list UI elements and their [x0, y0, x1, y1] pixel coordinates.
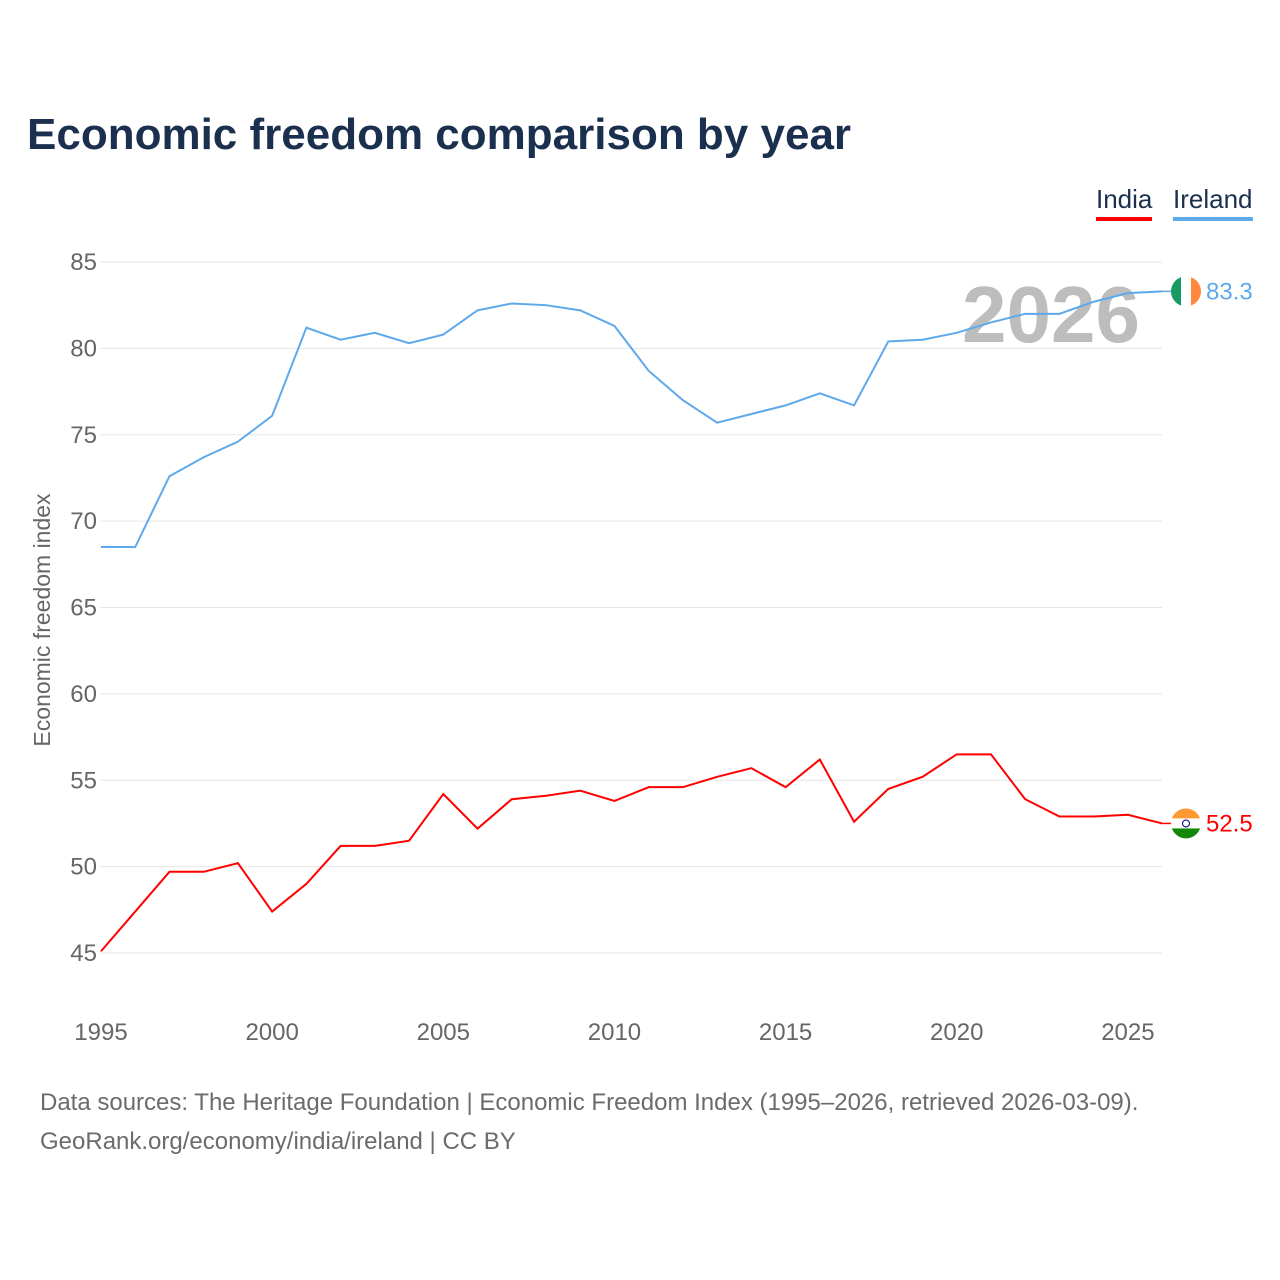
y-tick-label: 70: [70, 508, 97, 535]
legend-ireland[interactable]: Ireland: [1173, 184, 1253, 221]
end-value-label-ireland: 83.3: [1206, 278, 1253, 305]
y-tick-label: 60: [70, 681, 97, 708]
flag-india-icon: [1171, 808, 1201, 839]
chart-title: Economic freedom comparison by year: [27, 110, 852, 159]
x-tick-label: 2000: [245, 1019, 298, 1046]
y-tick-label: 55: [70, 767, 97, 794]
y-tick-label: 45: [70, 940, 97, 967]
x-tick-label: 2020: [930, 1019, 983, 1046]
line-chart: 45 50 55 60 65 70 75 80 85 1995 2000 2005 2010 2015 20…: [29, 249, 1253, 1046]
x-tick-label: 2010: [588, 1019, 641, 1046]
x-tick-label: 2025: [1101, 1019, 1154, 1046]
footer-sources: Data sources: The Heritage Foundation | …: [40, 1089, 1139, 1116]
flag-ireland-icon: [1171, 276, 1201, 307]
y-tick-label: 75: [70, 422, 97, 449]
y-axis-label: Economic freedom index: [29, 493, 55, 747]
footer-credit: GeoRank.org/economy/india/ireland | CC B…: [40, 1128, 516, 1155]
x-tick-label: 2005: [417, 1019, 470, 1046]
y-tick-label: 65: [70, 595, 97, 622]
y-tick-label: 50: [70, 854, 97, 881]
x-tick-label: 2015: [759, 1019, 812, 1046]
legend-india[interactable]: India: [1096, 184, 1153, 221]
x-tick-label: 1995: [74, 1019, 127, 1046]
end-value-label-india: 52.5: [1206, 810, 1253, 837]
series-line-india: [100, 753, 1163, 952]
series-line-ireland: [101, 290, 1163, 549]
y-tick-label: 80: [70, 335, 97, 362]
y-tick-label: 85: [70, 249, 97, 276]
